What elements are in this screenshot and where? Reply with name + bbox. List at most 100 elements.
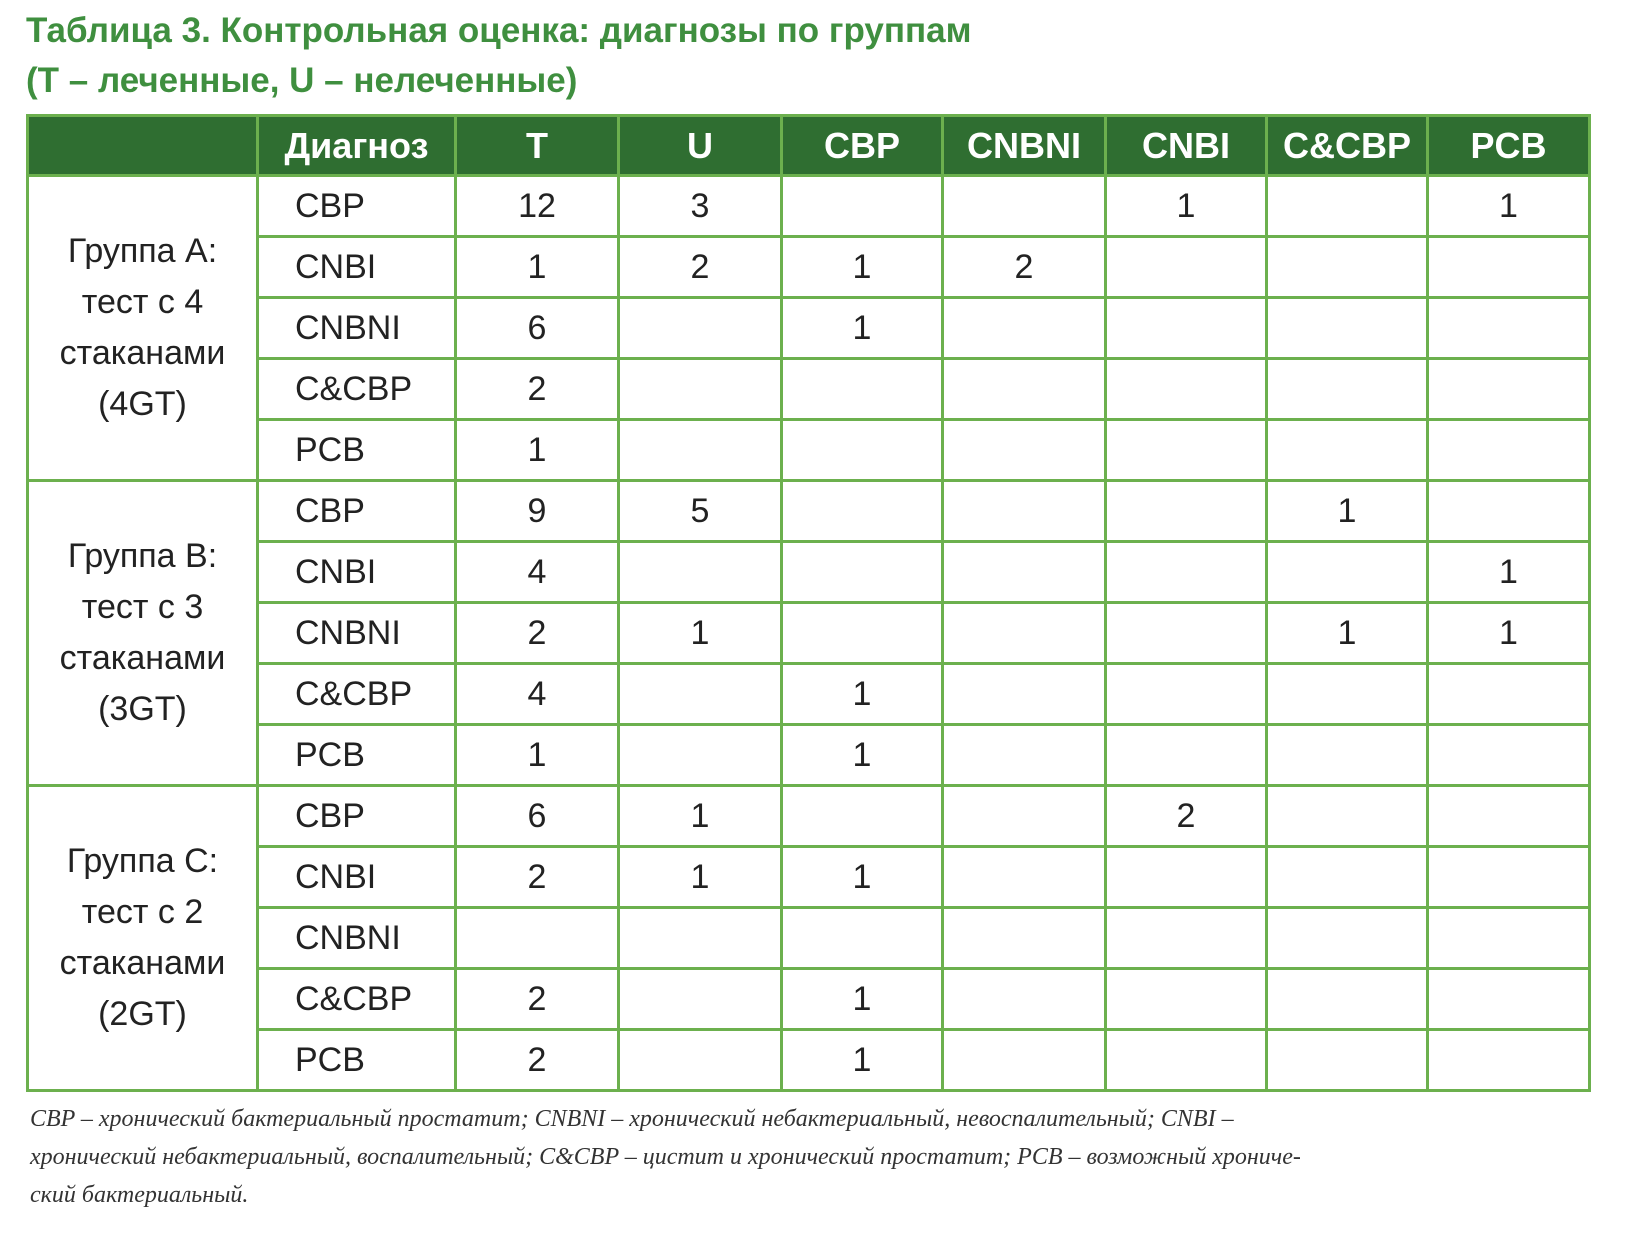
diagnosis-cell: CBP: [256, 784, 457, 848]
value-cell: [1104, 296, 1268, 360]
value-cell: [780, 906, 944, 970]
table-row: Группа А: тест с 4 стаканами (4GT) CBP 12 3 1 1: [26, 174, 1591, 482]
value-cell: [1265, 906, 1429, 970]
group-label-line: тест с 3: [81, 588, 204, 626]
value-cell: 3: [617, 174, 783, 238]
value-cell: [617, 296, 783, 360]
value-cell: 2: [1104, 784, 1268, 848]
group-cell: Группа А: тест с 4 стаканами (4GT): [26, 174, 259, 482]
diagnosis-cell: CNBI: [256, 235, 457, 299]
value-cell: [941, 845, 1107, 909]
value-cell: [941, 662, 1107, 726]
value-cell: [617, 357, 783, 421]
value-cell: [780, 174, 944, 238]
value-cell: [1426, 845, 1591, 909]
value-cell: [617, 906, 783, 970]
value-cell: [617, 723, 783, 787]
diagnosis-table: Диагноз T U CBP CNBNI CNBI C&CBP PCB Группа А: т…: [26, 114, 1591, 1092]
diagnosis-cell: C&CBP: [256, 662, 457, 726]
value-cell: 1: [780, 967, 944, 1031]
value-cell: [1265, 1028, 1429, 1092]
group-label-line: (3GT): [98, 690, 187, 728]
table-row: Группа B: тест с 3 стаканами (3GT) CBP 9 5 1: [26, 479, 1591, 787]
value-cell: [1104, 540, 1268, 604]
value-cell: [617, 418, 783, 482]
value-cell: [1426, 906, 1591, 970]
value-cell: [1265, 296, 1429, 360]
diagnosis-cell: C&CBP: [256, 357, 457, 421]
table-row: CNBNI 6 1: [28, 296, 1591, 360]
value-cell: [617, 967, 783, 1031]
diagnosis-cell: CNBI: [256, 540, 457, 604]
value-cell: 1: [454, 235, 620, 299]
value-cell: [1426, 418, 1591, 482]
group-label-line: (4GT): [98, 385, 187, 423]
value-cell: 2: [454, 357, 620, 421]
value-cell: 2: [454, 1028, 620, 1092]
value-cell: [1426, 723, 1591, 787]
value-cell: 4: [454, 662, 620, 726]
value-cell: [617, 662, 783, 726]
value-cell: [1426, 967, 1591, 1031]
header-cell: CBP: [780, 114, 944, 177]
value-cell: [1104, 357, 1268, 421]
value-cell: 1: [780, 1028, 944, 1092]
value-cell: [1265, 540, 1429, 604]
value-cell: [780, 784, 944, 848]
value-cell: [941, 723, 1107, 787]
title-line: Таблица 3. Контрольная оценка: диагнозы …: [26, 11, 972, 50]
group-label-line: тест с 4: [81, 283, 204, 321]
diagnosis-cell: C&CBP: [256, 967, 457, 1031]
value-cell: 1: [454, 418, 620, 482]
value-cell: 1: [1426, 601, 1591, 665]
diagnosis-cell: PCB: [256, 723, 457, 787]
value-cell: [1104, 1028, 1268, 1092]
value-cell: [1104, 479, 1268, 543]
value-cell: [1426, 235, 1591, 299]
value-cell: 1: [780, 723, 944, 787]
value-cell: 12: [454, 174, 620, 238]
value-cell: [1104, 967, 1268, 1031]
table-row: C&CBP 4 1: [28, 662, 1591, 726]
value-cell: [1426, 296, 1591, 360]
value-cell: 1: [1426, 174, 1591, 238]
value-cell: [1104, 418, 1268, 482]
value-cell: 4: [454, 540, 620, 604]
value-cell: [1265, 174, 1429, 238]
value-cell: [1104, 601, 1268, 665]
value-cell: 5: [617, 479, 783, 543]
value-cell: 2: [454, 601, 620, 665]
header-cell: CNBNI: [941, 114, 1107, 177]
value-cell: [454, 906, 620, 970]
value-cell: [941, 601, 1107, 665]
footnote-line: хронический небактериальный, воспалитель…: [30, 1144, 1301, 1170]
value-cell: [1104, 723, 1268, 787]
header-cell: U: [617, 114, 783, 177]
value-cell: 1: [780, 662, 944, 726]
value-cell: [1265, 418, 1429, 482]
title-line: (T – леченные, U – нелеченные): [26, 61, 578, 100]
table-row: CNBI 4 1: [28, 540, 1591, 604]
value-cell: 9: [454, 479, 620, 543]
value-cell: [1426, 662, 1591, 726]
diagnosis-cell: CNBI: [256, 845, 457, 909]
group-label-line: стаканами: [59, 944, 226, 982]
group-label-line: Группа C:: [66, 842, 219, 880]
value-cell: [1104, 845, 1268, 909]
group-label-line: Группа B:: [67, 537, 218, 575]
value-cell: [1426, 357, 1591, 421]
table-row: CNBI 1 2 1 2: [28, 235, 1591, 299]
value-cell: [1426, 784, 1591, 848]
value-cell: [780, 540, 944, 604]
value-cell: [1104, 906, 1268, 970]
value-cell: [1426, 1028, 1591, 1092]
value-cell: [1104, 662, 1268, 726]
group-label-line: тест с 2: [81, 893, 204, 931]
value-cell: [1265, 235, 1429, 299]
value-cell: [1265, 784, 1429, 848]
table-row: PCB 1: [28, 418, 1591, 482]
value-cell: [780, 418, 944, 482]
header-cell: C&CBP: [1265, 114, 1429, 177]
value-cell: [1265, 967, 1429, 1031]
